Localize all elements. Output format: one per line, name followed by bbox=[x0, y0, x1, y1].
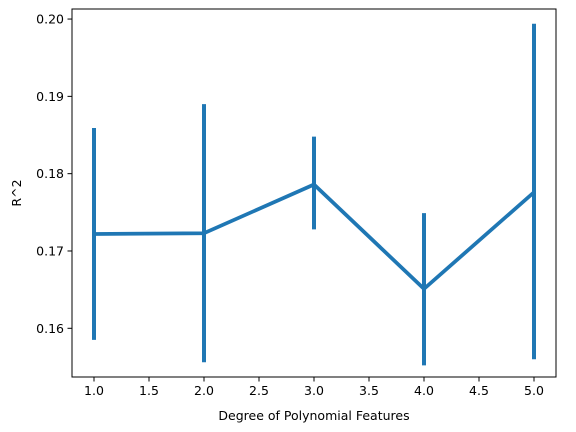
data-point bbox=[312, 182, 316, 187]
y-tick-label: 0.20 bbox=[36, 12, 64, 27]
y-tick-label: 0.16 bbox=[36, 321, 64, 336]
x-tick-label: 3.5 bbox=[359, 383, 379, 398]
x-axis-ticks: 1.0 1.5 2.0 2.5 3.0 3.5 4.0 4.5 5.0 bbox=[84, 377, 544, 398]
y-tick-label: 0.17 bbox=[36, 243, 64, 258]
x-tick-label: 1.0 bbox=[84, 383, 104, 398]
y-axis-ticks: 0.16 0.17 0.18 0.19 0.20 bbox=[36, 12, 72, 336]
data-point bbox=[422, 287, 426, 291]
x-tick-label: 2.5 bbox=[249, 383, 269, 398]
y-tick-label: 0.19 bbox=[36, 89, 64, 104]
x-axis-label: Degree of Polynomial Features bbox=[218, 408, 409, 423]
data-point bbox=[92, 232, 96, 236]
axes-frame bbox=[71, 8, 557, 378]
data-point bbox=[532, 190, 536, 195]
plot-area bbox=[92, 23, 536, 366]
x-tick-label: 4.5 bbox=[469, 383, 489, 398]
x-tick-label: 2.0 bbox=[194, 383, 214, 398]
y-axis-label: R^2 bbox=[9, 179, 24, 206]
x-tick-label: 4.0 bbox=[414, 383, 434, 398]
x-tick-label: 3.0 bbox=[304, 383, 324, 398]
x-tick-label: 5.0 bbox=[524, 383, 544, 398]
x-tick-label: 1.5 bbox=[139, 383, 159, 398]
data-point bbox=[202, 231, 206, 236]
y-tick-label: 0.18 bbox=[36, 166, 64, 181]
